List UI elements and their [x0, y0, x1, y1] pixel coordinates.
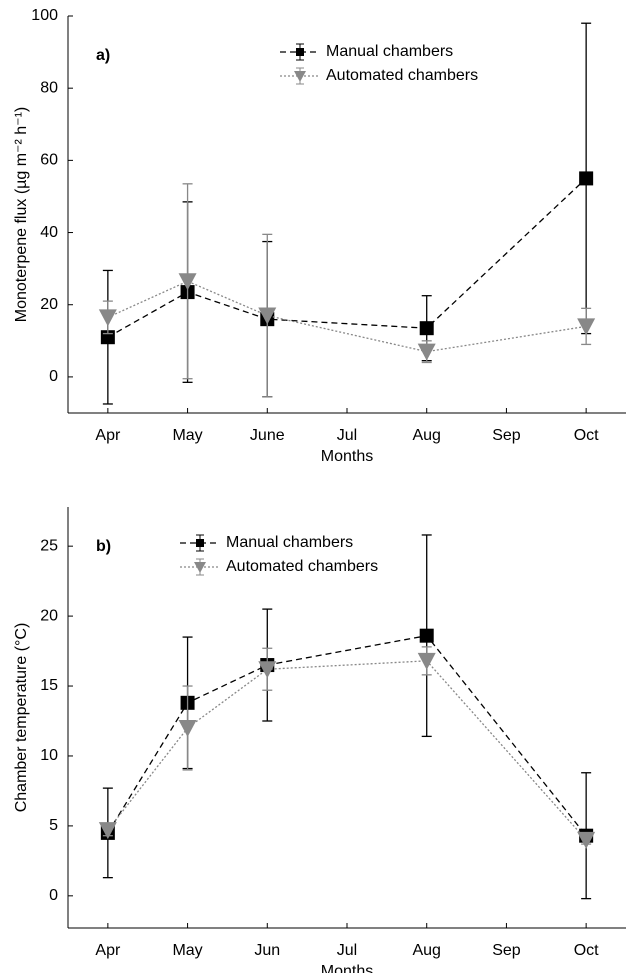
panel-label: b) — [96, 538, 111, 555]
series-line — [107, 280, 587, 353]
x-tick-label: May — [172, 427, 202, 444]
y-tick-label: 40 — [40, 224, 58, 241]
x-tick-label: May — [172, 942, 202, 959]
y-tick-label: 20 — [40, 296, 58, 313]
y-tick-label: 0 — [49, 887, 58, 904]
x-tick-label: Oct — [574, 942, 599, 959]
y-tick-label: 25 — [40, 537, 58, 554]
marker — [258, 661, 277, 679]
y-tick-label: 15 — [40, 677, 58, 694]
series-line — [107, 660, 587, 841]
marker — [98, 309, 117, 327]
y-axis-label: Monoterpene flux (µg m⁻² h⁻¹) — [13, 107, 30, 323]
x-tick-label: Jul — [337, 427, 357, 444]
marker — [577, 831, 596, 849]
legend-marker — [294, 71, 306, 82]
x-tick-label: Jul — [337, 942, 357, 959]
y-axis-label: Chamber temperature (°C) — [13, 623, 30, 813]
x-tick-label: Apr — [95, 942, 121, 959]
marker — [258, 307, 277, 325]
marker — [579, 171, 594, 186]
x-tick-label: Sep — [492, 942, 521, 959]
legend-label: Automated chambers — [326, 67, 478, 84]
legend-marker — [296, 48, 304, 56]
y-tick-label: 20 — [40, 607, 58, 624]
x-tick-label: June — [250, 427, 285, 444]
marker — [419, 321, 434, 336]
legend-marker — [196, 539, 204, 547]
series-line — [107, 177, 587, 338]
marker — [178, 719, 197, 737]
x-tick-label: Sep — [492, 427, 521, 444]
y-tick-label: 10 — [40, 747, 58, 764]
x-tick-label: Oct — [574, 427, 599, 444]
marker — [419, 628, 434, 643]
legend-label: Manual chambers — [326, 43, 453, 60]
marker — [417, 652, 436, 670]
marker — [577, 318, 596, 336]
x-tick-label: Jun — [254, 942, 280, 959]
y-tick-label: 60 — [40, 152, 58, 169]
x-tick-label: Apr — [95, 427, 121, 444]
legend-label: Manual chambers — [226, 534, 353, 551]
y-tick-label: 80 — [40, 79, 58, 96]
legend-label: Automated chambers — [226, 558, 378, 575]
marker — [98, 822, 117, 840]
x-axis-label: Months — [321, 963, 373, 973]
y-tick-label: 0 — [49, 368, 58, 385]
marker — [178, 273, 197, 291]
x-tick-label: Aug — [412, 427, 440, 444]
x-axis-label: Months — [321, 448, 373, 465]
y-tick-label: 5 — [49, 817, 58, 834]
y-tick-label: 100 — [31, 7, 58, 24]
panel-label: a) — [96, 47, 110, 64]
x-tick-label: Aug — [412, 942, 440, 959]
legend-marker — [194, 562, 206, 573]
marker — [417, 343, 436, 361]
